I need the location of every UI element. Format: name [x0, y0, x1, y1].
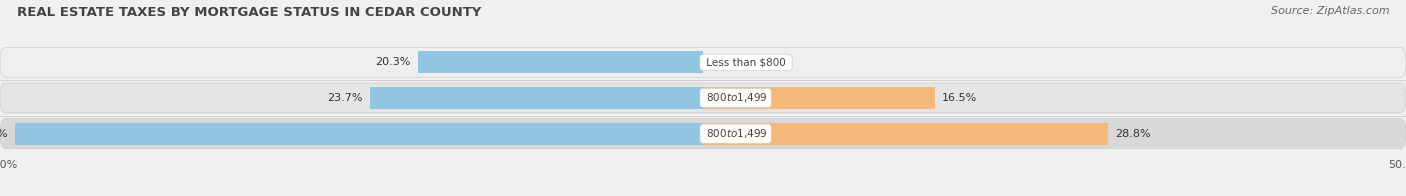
FancyBboxPatch shape [0, 119, 1406, 149]
Bar [418, 51, 703, 74]
Bar [370, 87, 703, 109]
Text: 16.5%: 16.5% [942, 93, 977, 103]
Text: $800 to $1,499: $800 to $1,499 [703, 127, 768, 140]
Text: 23.7%: 23.7% [328, 93, 363, 103]
Text: REAL ESTATE TAXES BY MORTGAGE STATUS IN CEDAR COUNTY: REAL ESTATE TAXES BY MORTGAGE STATUS IN … [17, 6, 481, 19]
Text: 48.9%: 48.9% [0, 129, 8, 139]
Text: $800 to $1,499: $800 to $1,499 [703, 92, 768, 104]
FancyBboxPatch shape [0, 83, 1406, 113]
Bar [703, 122, 1108, 145]
FancyBboxPatch shape [0, 47, 1406, 77]
Bar [15, 122, 703, 145]
Text: 0.0%: 0.0% [710, 57, 738, 67]
Text: 28.8%: 28.8% [1115, 129, 1150, 139]
Text: Less than $800: Less than $800 [703, 57, 789, 67]
Bar [703, 87, 935, 109]
Text: Source: ZipAtlas.com: Source: ZipAtlas.com [1271, 6, 1389, 16]
Text: 20.3%: 20.3% [375, 57, 411, 67]
